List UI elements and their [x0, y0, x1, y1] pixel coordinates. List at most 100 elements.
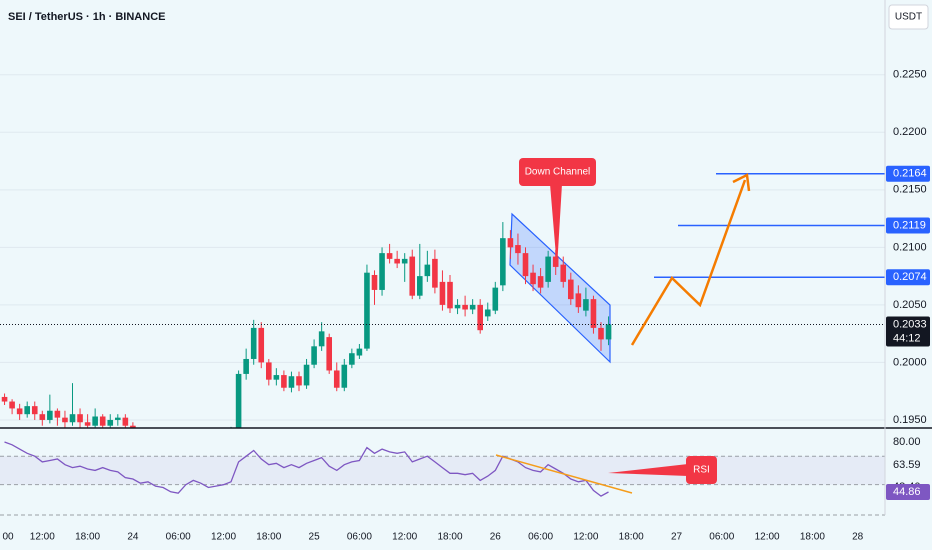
countdown: 44:12: [893, 332, 921, 344]
candle-body: [590, 299, 597, 328]
candle-body: [560, 264, 567, 282]
level-box: [886, 217, 930, 234]
callout-box: [519, 158, 596, 186]
x-tick-label: 27: [671, 532, 683, 543]
candle-body: [258, 327, 265, 363]
x-tick-label: 24: [127, 532, 139, 543]
x-tick-label: 06:00: [528, 532, 553, 543]
candle-body: [439, 281, 446, 305]
last-price-label: 0.2033: [893, 318, 927, 330]
candle-body: [235, 373, 242, 428]
candle-body: [326, 337, 332, 371]
candle-body: [341, 364, 348, 388]
level-box: [886, 165, 930, 182]
x-tick-label: 12:00: [573, 532, 598, 543]
candle-body: [296, 376, 302, 386]
x-tick-label: 12:00: [211, 532, 236, 543]
x-tick-label: 18:00: [75, 532, 100, 543]
candle-body: [409, 256, 416, 296]
candle-body: [417, 276, 423, 296]
rsi-last-box: [886, 483, 930, 500]
rsi-trendline: [495, 454, 633, 494]
y-tick-label: 0.2250: [893, 69, 927, 81]
annotation: RSI: [693, 465, 710, 476]
currency: USDT: [895, 12, 922, 23]
y-tick-label: 0.2150: [893, 184, 927, 196]
candle-body: [552, 256, 559, 267]
candle-body: [500, 238, 506, 286]
candle-body: [530, 272, 536, 285]
candle-body: [424, 264, 431, 277]
callout-box: [686, 456, 717, 484]
x-tick-label: 06:00: [709, 532, 734, 543]
candle-body: [288, 376, 295, 388]
candle-body: [432, 258, 438, 288]
candle-body: [84, 422, 91, 426]
candle-body: [364, 272, 370, 349]
y-tick-label: 0.2100: [893, 241, 927, 253]
annotation: Down Channel: [525, 167, 591, 178]
candle-body: [568, 279, 574, 300]
y-tick-label: 0.1950: [893, 414, 927, 426]
last-price-box: [886, 316, 930, 347]
candle-body: [484, 309, 491, 317]
level-label: 0.2074: [893, 271, 927, 283]
callout-pointer: [550, 184, 562, 268]
x-tick-label: 26: [490, 532, 502, 543]
candle-body: [115, 417, 121, 420]
candle-body: [31, 406, 38, 415]
currency-box: [888, 4, 929, 30]
candle-body: [401, 258, 408, 264]
x-tick-label: 18:00: [619, 532, 644, 543]
y-tick-label: 0.2000: [893, 356, 927, 368]
candle-body: [311, 346, 317, 365]
candle-body: [122, 417, 129, 426]
candle-body: [469, 304, 476, 310]
x-tick-label: 12:00: [755, 532, 780, 543]
rsi-last-label: 44.86: [893, 486, 921, 498]
x-tick-label: 12:00: [392, 532, 417, 543]
candle-body: [583, 299, 589, 311]
candle-body: [605, 324, 612, 340]
x-tick-label: 18:00: [800, 532, 825, 543]
candle-body: [575, 293, 582, 308]
level-label: 0.2164: [893, 168, 927, 180]
candle-body: [47, 410, 53, 420]
candle-body: [54, 410, 61, 418]
candle-body: [130, 425, 136, 428]
candle-body: [515, 245, 521, 254]
candle-body: [356, 348, 363, 356]
candle-body: [349, 353, 355, 365]
x-tick-label: 28: [852, 532, 864, 543]
candle-body: [266, 362, 272, 380]
candle-body: [281, 375, 287, 388]
candle-body: [447, 281, 453, 309]
candle-body: [9, 401, 15, 409]
candle-body: [303, 364, 310, 386]
candle-body: [107, 419, 114, 426]
rsi-tick-label: 80.00: [893, 436, 921, 448]
symbol-title: SEI / TetherUS · 1h · BINANCE: [8, 11, 165, 23]
callout-pointer: [608, 464, 688, 476]
candle-body: [454, 304, 461, 309]
candle-body: [62, 417, 68, 423]
candle-body: [99, 416, 106, 426]
x-tick-label: 18:00: [437, 532, 462, 543]
candle-body: [598, 327, 604, 340]
rsi-band-fill: [0, 456, 885, 485]
candle-body: [77, 414, 83, 423]
level-box: [886, 269, 930, 286]
candle-body: [492, 287, 499, 311]
candle-body: [16, 408, 23, 415]
x-tick-label: 06:00: [166, 532, 191, 543]
candle-body: [386, 253, 393, 259]
y-tick-label: 0.2200: [893, 126, 927, 138]
candle-body: [250, 327, 257, 359]
candle-body: [477, 304, 483, 331]
x-tick-label: 18:00: [256, 532, 281, 543]
candle-body: [394, 258, 400, 264]
candle-body: [462, 304, 468, 310]
